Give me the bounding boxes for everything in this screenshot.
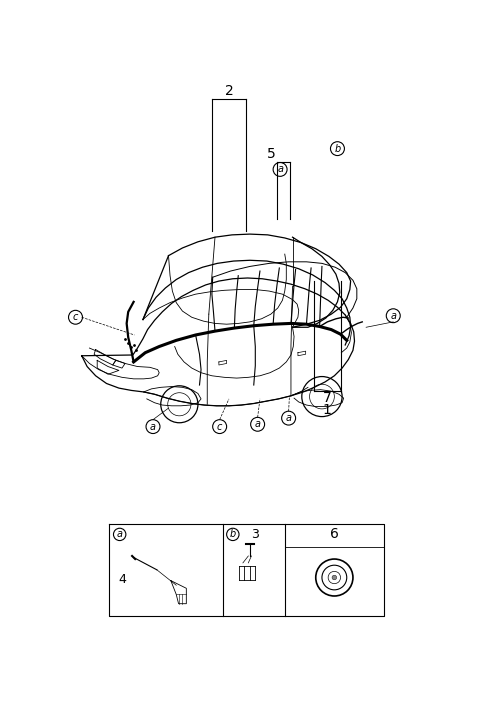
Text: b: b (335, 143, 341, 154)
Text: 3: 3 (252, 528, 259, 541)
Text: 7: 7 (323, 391, 332, 405)
Text: a: a (390, 311, 396, 321)
Text: 5: 5 (267, 147, 276, 161)
Text: 1: 1 (323, 402, 332, 417)
Text: a: a (286, 413, 292, 423)
Text: 2: 2 (225, 84, 233, 98)
Text: 4: 4 (119, 573, 127, 585)
Text: c: c (217, 421, 222, 431)
Text: c: c (73, 312, 78, 322)
Circle shape (332, 575, 336, 580)
Text: b: b (230, 530, 236, 539)
Text: 6: 6 (330, 527, 339, 542)
Text: a: a (117, 530, 123, 539)
Text: a: a (150, 421, 156, 431)
Text: a: a (254, 419, 261, 429)
Text: a: a (277, 164, 283, 174)
